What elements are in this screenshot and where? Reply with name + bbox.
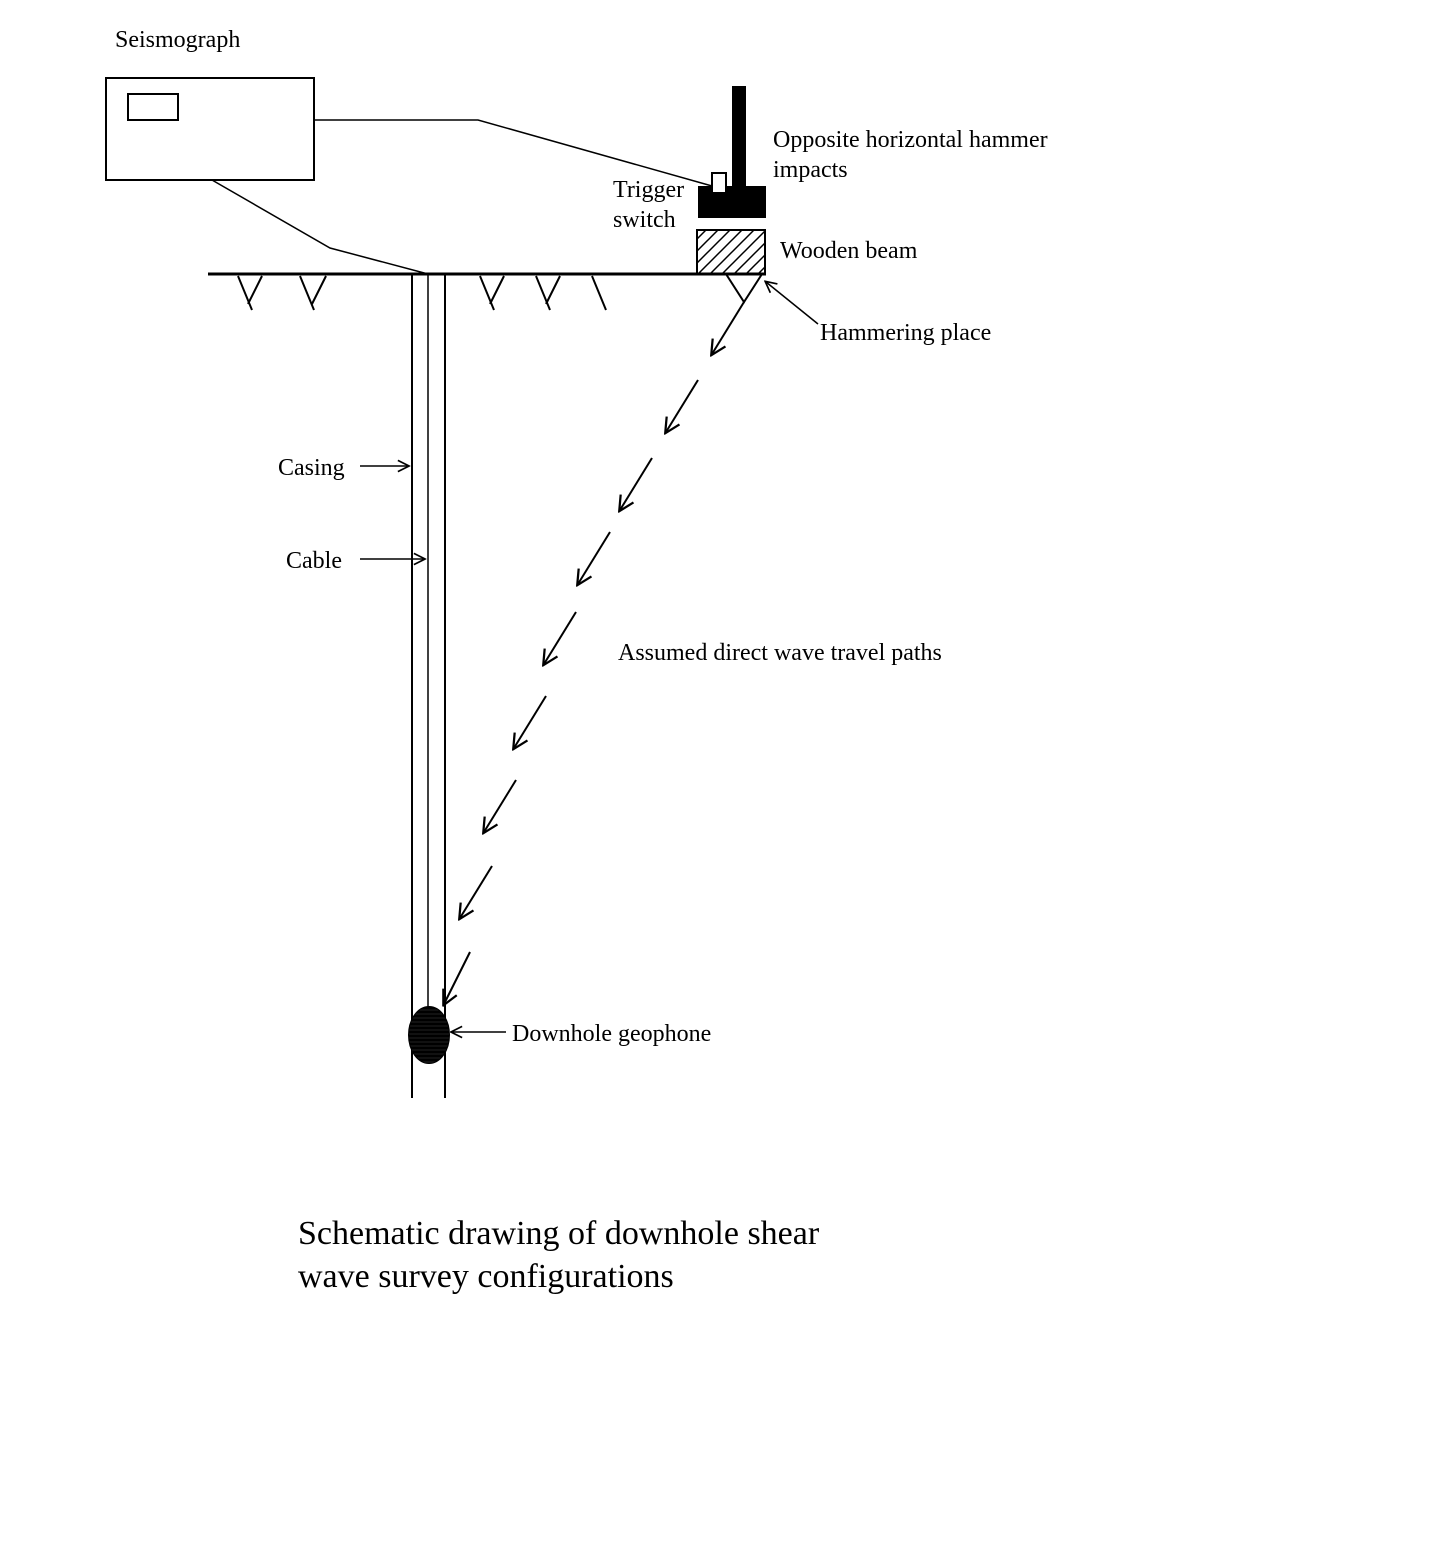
hammer-head [698,186,766,218]
wire-cable [212,180,428,274]
ground-hatch [238,276,252,310]
ground-hatch [490,276,504,304]
wave-arrow [544,612,576,664]
wave-arrow [620,458,652,510]
wooden-beam [697,230,765,274]
ground-hatch [592,276,606,310]
wave-arrow [484,780,516,832]
label-trigger: Trigger switch [613,175,684,235]
wave-arrow [514,696,546,748]
label-seismograph: Seismograph [115,25,240,55]
ground-hatch [312,276,326,304]
label-cable: Cable [286,546,342,576]
hammering-triangle [726,274,762,302]
ground-hatch [480,276,494,310]
wave-arrow [666,380,698,432]
label-hammer: Opposite horizontal hammer impacts [773,125,1048,185]
wave-arrow [460,866,492,918]
ground-hatch [546,276,560,304]
label-casing: Casing [278,453,345,483]
hammering-pointer [766,282,818,324]
label-hammering_place: Hammering place [820,318,991,348]
seismograph-display [128,94,178,120]
wave-arrow [712,302,744,354]
ground-hatch [536,276,550,310]
diagram-svg [0,0,1448,1568]
geophone-texture [409,1007,449,1063]
label-caption: Schematic drawing of downhole shear wave… [298,1213,819,1298]
trigger-switch [712,173,726,193]
ground-hatch [300,276,314,310]
wave-arrow [444,952,470,1004]
label-wave_paths: Assumed direct wave travel paths [618,638,942,668]
label-wooden_beam: Wooden beam [780,236,917,266]
wave-arrow [578,532,610,584]
label-geophone: Downhole geophone [512,1019,711,1049]
ground-hatch [248,276,262,304]
